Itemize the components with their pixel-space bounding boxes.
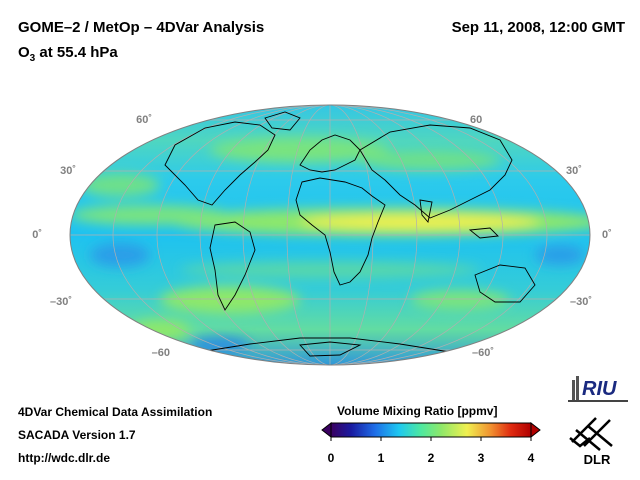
date-label: Sep 11, 2008, 12:00 GMT	[451, 19, 625, 36]
footer-url[interactable]: http://wdc.dlr.de	[18, 451, 110, 465]
colorbar-tick-0: 0	[328, 451, 335, 465]
colorbar-tick-2: 2	[428, 451, 435, 465]
colorbar-max-arrow	[530, 421, 541, 439]
map-subtitle: O3 at 55.4 hPa	[18, 44, 118, 64]
lat-label-right-m60: –60˚	[472, 347, 494, 359]
lat-label-right-0: 0˚	[602, 229, 612, 241]
dlr-logo: DLR	[569, 417, 613, 467]
lat-label-right-30: 30˚	[566, 165, 582, 177]
map-outline	[69, 104, 591, 366]
lat-label-right-60: 60	[470, 114, 482, 126]
riu-logo-text: RIU	[582, 378, 617, 400]
ozone-map: 60˚ 30˚ 0˚ –30˚ –60 60 30˚ 0˚ –30˚ –60˚	[32, 104, 612, 366]
lat-label-left-30: 30˚	[60, 165, 76, 177]
colorbar-gradient	[330, 422, 532, 438]
colorbar-min-arrow	[321, 421, 332, 439]
species-label: O	[18, 44, 30, 61]
footer-line-1: 4DVar Chemical Data Assimilation	[18, 405, 213, 419]
lat-label-right-m30: –30˚	[570, 296, 592, 308]
lat-label-left-60: 60˚	[136, 114, 152, 126]
ozone-field	[70, 105, 590, 365]
colorbar-tick-1: 1	[378, 451, 385, 465]
dlr-logo-mark	[569, 417, 613, 451]
colorbar: 0 1 2 3 4	[321, 421, 541, 465]
footer-line-2: SACADA Version 1.7	[18, 428, 136, 442]
graticule	[70, 105, 590, 365]
dlr-logo-text: DLR	[584, 452, 611, 467]
lat-label-left-m60: –60	[152, 347, 170, 359]
colorbar-title: Volume Mixing Ratio [ppmv]	[337, 404, 498, 418]
colorbar-tick-3: 3	[478, 451, 485, 465]
lat-label-left-m30: –30˚	[50, 296, 72, 308]
coastlines	[164, 111, 536, 357]
species-subscript: 3	[29, 53, 36, 64]
lat-label-left-0: 0˚	[32, 229, 42, 241]
map-title: GOME–2 / MetOp – 4DVar Analysis	[18, 19, 265, 36]
riu-logo: RIU	[568, 376, 628, 402]
level-label: at 55.4 hPa	[35, 44, 118, 61]
colorbar-tick-4: 4	[528, 451, 535, 465]
